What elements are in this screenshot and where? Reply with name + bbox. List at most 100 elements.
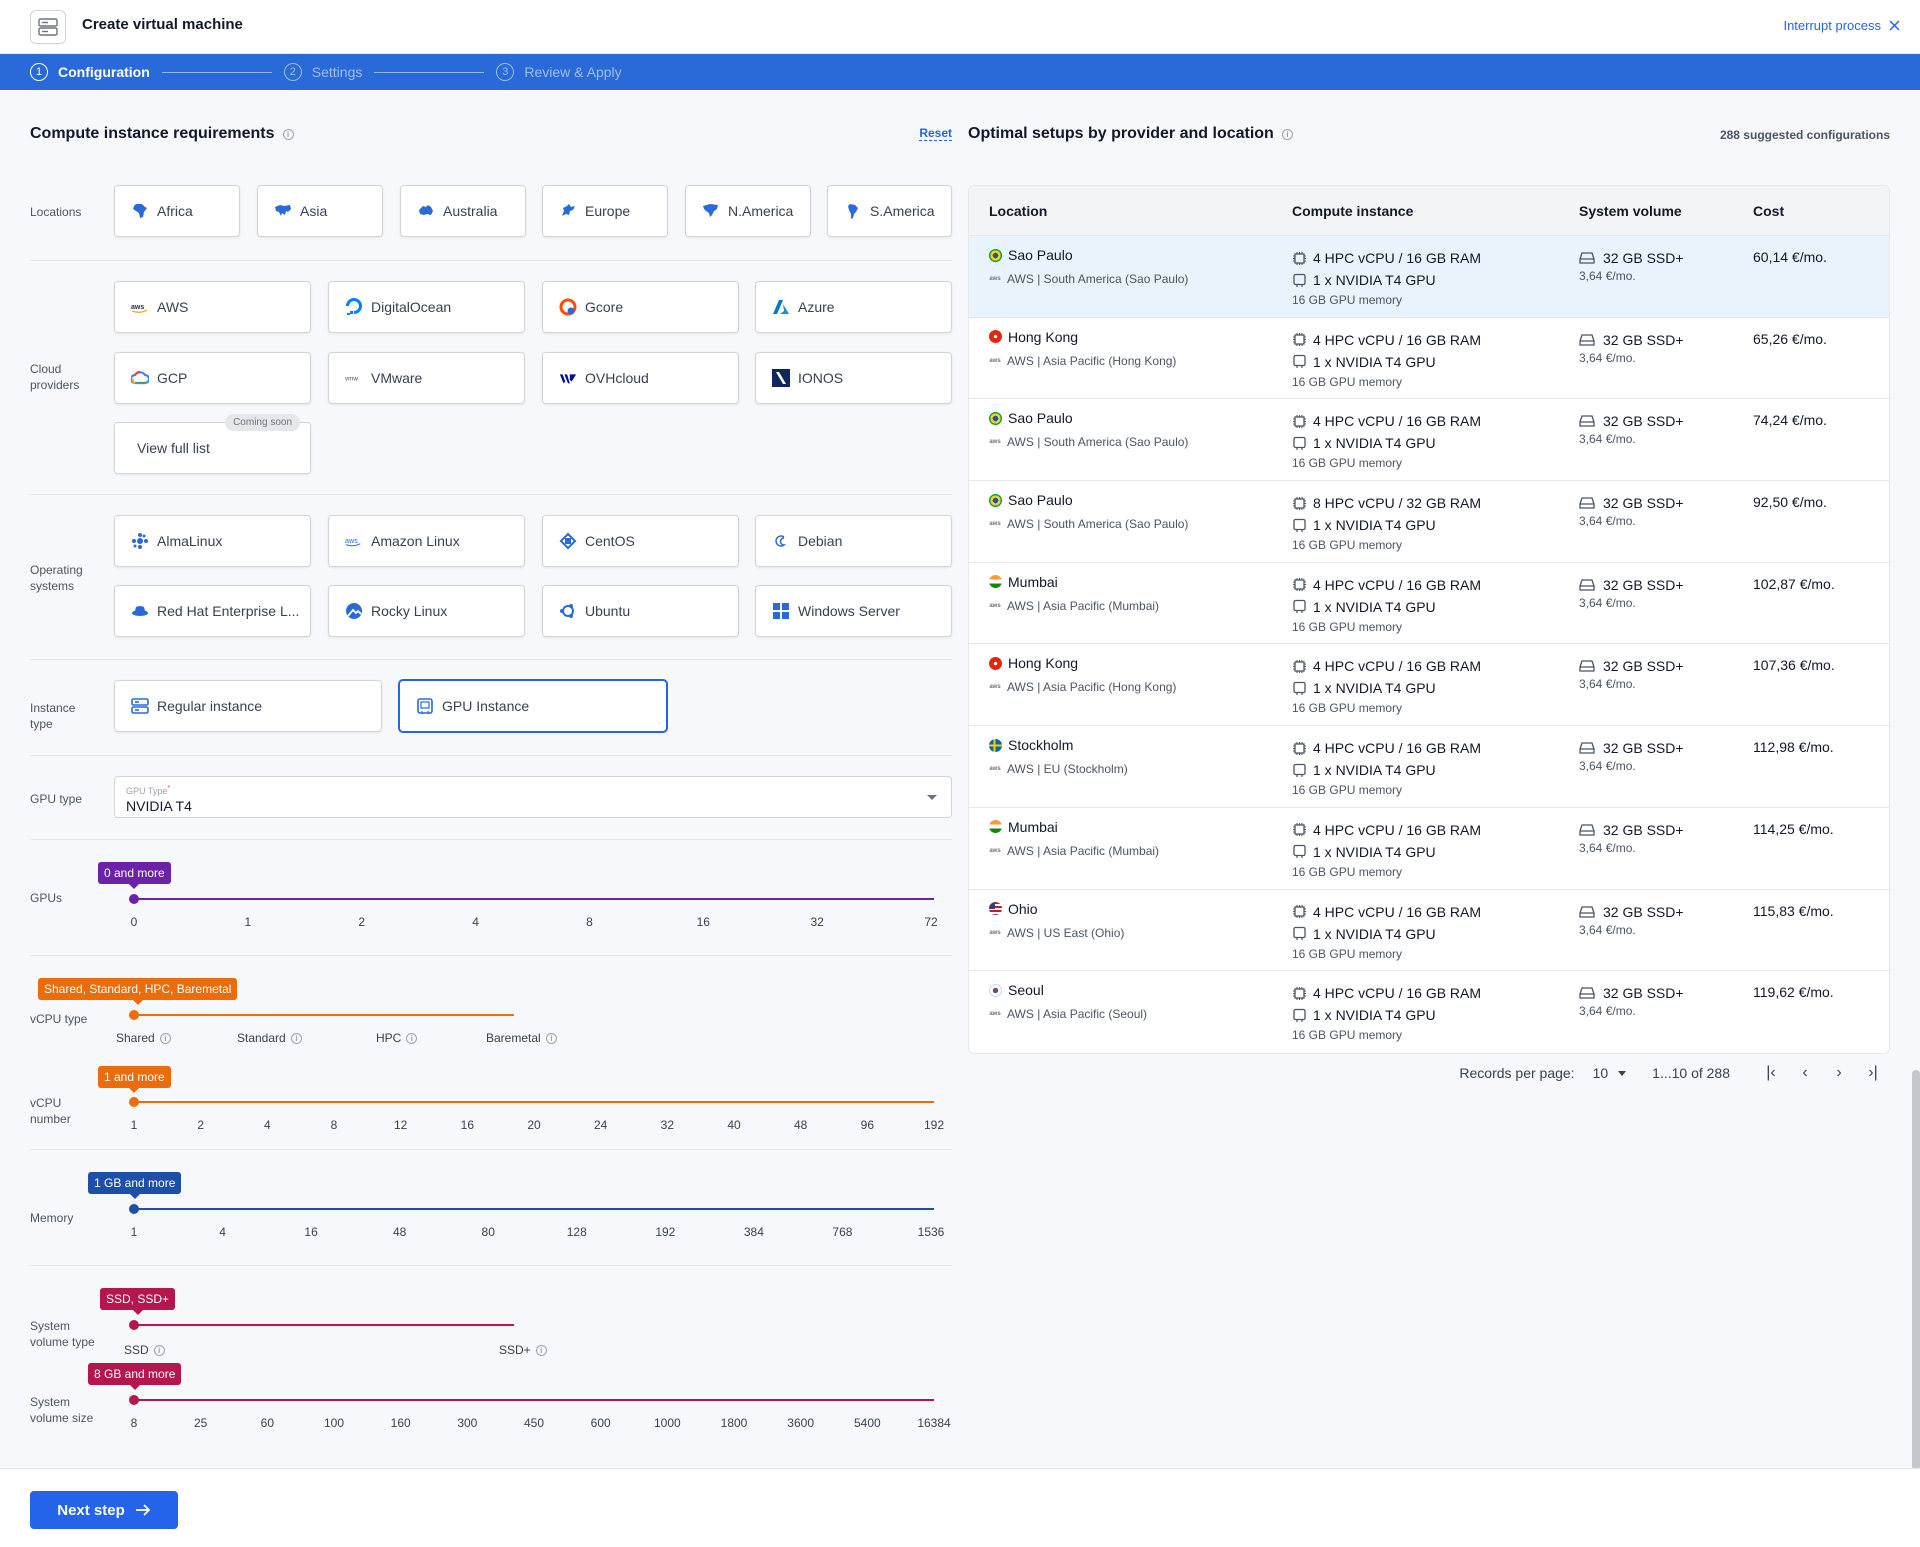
provider-chip-aws[interactable]: aws AWS xyxy=(114,281,311,333)
table-row[interactable]: Hong Kong aws AWS | Asia Pacific (Hong Kon… xyxy=(969,318,1889,400)
info-icon[interactable]: i xyxy=(545,1032,557,1044)
next-step-button[interactable]: Next step xyxy=(30,1491,178,1529)
os-chip-rocky-linux[interactable]: Rocky Linux xyxy=(328,585,525,637)
gpu-text: 1 x NVIDIA T4 GPU xyxy=(1313,435,1436,452)
tick-label: 1 xyxy=(244,915,252,929)
interrupt-process-link[interactable]: Interrupt process xyxy=(1783,18,1900,33)
provider-chip-ionos[interactable]: IONOS xyxy=(755,352,952,404)
disk-icon xyxy=(1579,660,1595,673)
select-label-text: GPU Type xyxy=(126,786,168,796)
cpu-icon xyxy=(1293,986,1306,1000)
instance-chip-gpu[interactable]: GPU Instance xyxy=(399,680,667,732)
location-chip-africa[interactable]: Africa xyxy=(114,185,240,237)
gpu-type-select[interactable]: GPU Type* NVIDIA T4 xyxy=(114,776,952,818)
gpu-memory: 16 GB GPU memory xyxy=(1292,456,1403,471)
info-icon[interactable]: i xyxy=(535,1344,547,1356)
slider-handle[interactable] xyxy=(129,1097,139,1107)
slider-track[interactable] xyxy=(134,1324,514,1326)
step-settings[interactable]: 2 Settings xyxy=(283,63,362,81)
table-row[interactable]: Mumbai aws AWS | Asia Pacific (Mumbai) 4 HP… xyxy=(969,563,1889,645)
os-chip-ubuntu[interactable]: Ubuntu xyxy=(542,585,739,637)
location-chip-australia[interactable]: Australia xyxy=(400,185,526,237)
slider-handle[interactable] xyxy=(129,1010,139,1020)
cell-location: Sao Paulo aws AWS | South America (Sao Pau… xyxy=(989,410,1188,449)
south-america-map-icon xyxy=(844,202,862,220)
cost: 119,62 €/mo. xyxy=(1753,984,1834,1001)
step-configuration[interactable]: 1 Configuration xyxy=(30,63,150,81)
row-label: Locations xyxy=(30,205,82,219)
slider-track[interactable] xyxy=(134,898,934,900)
provider-chip-vmware[interactable]: vmw VMware xyxy=(328,352,525,404)
location-chip-n-america[interactable]: N.America xyxy=(685,185,811,237)
slider-track[interactable] xyxy=(134,1014,514,1016)
provider-chip-gcp[interactable]: GCP xyxy=(114,352,311,404)
os-chip-centos[interactable]: CentOS xyxy=(542,515,739,567)
table-row[interactable]: Sao Paulo aws AWS | South America (Sao Pau… xyxy=(969,399,1889,482)
info-icon[interactable]: i xyxy=(153,1344,165,1356)
location-chip-europe[interactable]: Europe xyxy=(542,185,668,237)
records-per-page-select[interactable]: 10 xyxy=(1593,1065,1627,1081)
instance-chip-regular[interactable]: Regular instance xyxy=(114,680,382,732)
provider-chip-gcore[interactable]: Gcore xyxy=(542,281,739,333)
city: Ohio xyxy=(989,901,1124,917)
chip-label: AlmaLinux xyxy=(157,533,223,549)
tick-label: 72 xyxy=(924,915,938,929)
info-icon[interactable]: i xyxy=(1281,128,1293,140)
table-row[interactable]: Sao Paulo aws AWS | South America (Sao Pau… xyxy=(969,236,1889,318)
africa-map-icon xyxy=(131,202,149,220)
cell-location: Seoul aws AWS | Asia Pacific (Seoul) xyxy=(989,982,1147,1021)
slider-handle[interactable] xyxy=(129,1320,139,1330)
os-chip-amazon-linux[interactable]: aws Amazon Linux xyxy=(328,515,525,567)
location-chip-asia[interactable]: Asia xyxy=(257,185,383,237)
step-review-apply[interactable]: 3 Review & Apply xyxy=(496,63,622,81)
first-page-icon[interactable]: |‹ xyxy=(1766,1064,1776,1081)
slider-track[interactable] xyxy=(134,1399,934,1401)
table-row[interactable]: Ohio aws AWS | US East (Ohio) 4 HPC vCPU / … xyxy=(969,890,1889,972)
slider-handle[interactable] xyxy=(129,894,139,904)
info-icon[interactable]: i xyxy=(282,128,294,140)
os-chip-almalinux[interactable]: AlmaLinux xyxy=(114,515,311,567)
cpu-icon xyxy=(1293,659,1306,673)
next-page-icon[interactable]: › xyxy=(1836,1064,1842,1081)
provider-chip-azure[interactable]: Azure xyxy=(755,281,952,333)
table-row[interactable]: Hong Kong aws AWS | Asia Pacific (Hong Kon… xyxy=(969,644,1889,727)
row-label: GPUs xyxy=(30,891,63,905)
chip-label: Windows Server xyxy=(798,603,900,619)
table-row[interactable]: Sao Paulo aws AWS | South America (Sao Pau… xyxy=(969,481,1889,563)
cpu-spec: 4 HPC vCPU / 16 GB RAM xyxy=(1292,737,1481,759)
info-icon[interactable]: i xyxy=(159,1032,171,1044)
slider-track[interactable] xyxy=(134,1208,934,1210)
info-icon[interactable]: i xyxy=(290,1032,302,1044)
chip-label: Australia xyxy=(443,203,498,219)
slider-track[interactable] xyxy=(134,1101,934,1103)
table-row[interactable]: Seoul aws AWS | Asia Pacific (Seoul) 4 HPC … xyxy=(969,971,1889,1053)
page-scrollbar[interactable] xyxy=(1912,1070,1920,1470)
previous-page-icon[interactable]: ‹ xyxy=(1802,1064,1808,1081)
os-chip-windows-server[interactable]: Windows Server xyxy=(755,585,952,637)
slider-handle[interactable] xyxy=(129,1395,139,1405)
vcpu-type-row: vCPU type Shared, Standard, HPC, Baremet… xyxy=(30,955,952,1045)
tick-label: 48 xyxy=(392,1225,407,1239)
aws-logo-icon: aws xyxy=(989,276,1001,282)
top-bar: Create virtual machine Interrupt process xyxy=(0,0,1920,54)
last-page-icon[interactable]: ›| xyxy=(1868,1064,1878,1081)
location-chip-s-america[interactable]: S.America xyxy=(827,185,952,237)
provider-chip-ovhcloud[interactable]: OVHcloud xyxy=(542,352,739,404)
os-chip-red-hat[interactable]: Red Hat Enterprise L... xyxy=(114,585,311,637)
table-row[interactable]: Mumbai aws AWS | Asia Pacific (Mumbai) 4 HP… xyxy=(969,808,1889,890)
aws-logo-icon: aws xyxy=(989,357,1001,364)
disk-icon xyxy=(1579,824,1595,836)
provider-chip-digitalocean[interactable]: DigitalOcean xyxy=(328,281,525,333)
cost: 60,14 €/mo. xyxy=(1753,249,1827,265)
reset-link[interactable]: Reset xyxy=(919,126,952,141)
os-chip-debian[interactable]: Debian xyxy=(755,515,952,567)
table-row[interactable]: Stockholm aws AWS | EU (Stockholm) 4 HPC vC… xyxy=(969,726,1889,808)
cpu-icon xyxy=(1293,741,1306,755)
aws-logo-icon: aws xyxy=(989,684,1001,691)
cell-compute: 4 HPC vCPU / 16 GB RAM 1 x NVIDIA T4 GPU 1… xyxy=(1292,410,1481,470)
slider-handle[interactable] xyxy=(129,1204,139,1214)
cpu-text: 8 HPC vCPU / 32 GB RAM xyxy=(1313,495,1482,512)
cost: 107,36 €/mo. xyxy=(1753,657,1835,674)
view-full-list-button[interactable]: View full list Coming soon xyxy=(114,414,311,474)
info-icon[interactable]: i xyxy=(406,1032,418,1044)
